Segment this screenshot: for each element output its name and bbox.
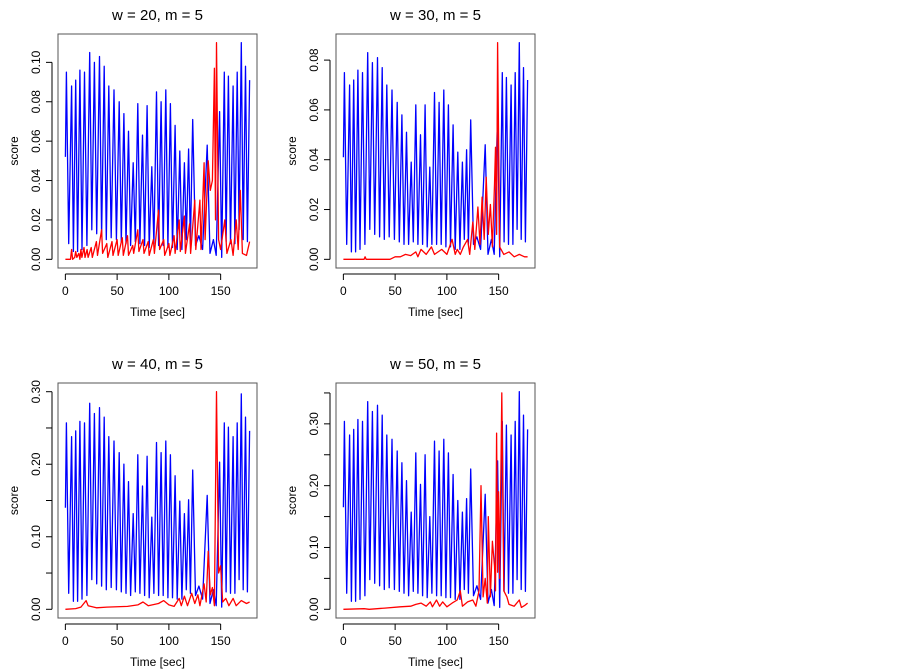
x-tick-label: 50 (388, 634, 402, 648)
panel-1: w = 20, m = 5 Time [sec] score 0 50 100 150 0.0… (7, 7, 258, 319)
y-tick-label: 0.00 (29, 597, 43, 621)
x-tick-label: 100 (437, 634, 457, 648)
panel-title: w = 20, m = 5 (111, 7, 203, 24)
x-axis-label: Time [sec] (130, 305, 185, 319)
x-axis-label: Time [sec] (130, 655, 185, 669)
y-tick-label: 0.02 (307, 198, 321, 222)
y-tick-label: 0.06 (307, 98, 321, 122)
y-tick-label: 0.10 (307, 535, 321, 559)
x-tick-label: 100 (437, 284, 457, 298)
y-tick-label: 0.20 (29, 452, 43, 476)
y-tick-label: 0.06 (29, 129, 43, 153)
x-tick-label: 150 (211, 634, 231, 648)
x-tick-label: 0 (62, 634, 69, 648)
y-tick-label: 0.20 (307, 474, 321, 498)
series-line-red (65, 42, 251, 260)
plot-frame (57, 33, 258, 269)
series-line-red (343, 392, 529, 610)
x-tick-label: 50 (110, 634, 124, 648)
y-tick-label: 0.08 (307, 48, 321, 72)
plot-frame (57, 382, 258, 619)
x-tick-label: 0 (340, 634, 347, 648)
x-tick-label: 0 (340, 284, 347, 298)
x-tick-label: 150 (489, 284, 509, 298)
panel-2: w = 30, m = 5 Time [sec] score 0 50 100 150 0.0… (285, 7, 536, 319)
y-axis-label: score (7, 486, 21, 516)
y-tick-label: 0.04 (29, 169, 43, 193)
y-axis-label: score (7, 136, 21, 166)
panel-4: w = 50, m = 5 Time [sec] score 0 50 100 150 0.0… (285, 356, 536, 669)
panel-title: w = 30, m = 5 (389, 7, 481, 24)
x-axis-label: Time [sec] (408, 655, 463, 669)
x-tick-label: 100 (159, 634, 179, 648)
y-tick-label: 0.02 (29, 208, 43, 232)
y-tick-label: 0.04 (307, 148, 321, 172)
y-tick-label: 0.30 (307, 412, 321, 436)
y-tick-label: 0.10 (29, 50, 43, 74)
series-line-red (343, 42, 528, 260)
x-tick-label: 50 (388, 284, 402, 298)
y-axis-label: score (285, 486, 299, 516)
y-tick-label: 0.00 (307, 597, 321, 621)
y-axis-label: score (285, 136, 299, 166)
y-tick-label: 0.08 (29, 90, 43, 114)
x-tick-label: 150 (211, 284, 231, 298)
plot-frame (335, 382, 536, 619)
y-tick-label: 0.30 (29, 380, 43, 404)
plot-frame (335, 33, 536, 269)
x-axis-label: Time [sec] (408, 305, 463, 319)
x-tick-label: 50 (110, 284, 124, 298)
y-tick-label: 0.00 (29, 247, 43, 271)
series-line-blue (64, 393, 251, 608)
y-tick-label: 0.10 (29, 525, 43, 549)
series-line-red (65, 391, 250, 610)
y-tick-label: 0.00 (307, 247, 321, 271)
panel-title: w = 40, m = 5 (111, 356, 203, 373)
x-tick-label: 100 (159, 284, 179, 298)
panel-title: w = 50, m = 5 (389, 356, 481, 373)
series-line-blue (64, 42, 251, 259)
panel-3: w = 40, m = 5 Time [sec] score 0 50 100 150 0.0… (7, 356, 258, 669)
x-tick-label: 150 (489, 634, 509, 648)
x-tick-label: 0 (62, 284, 69, 298)
